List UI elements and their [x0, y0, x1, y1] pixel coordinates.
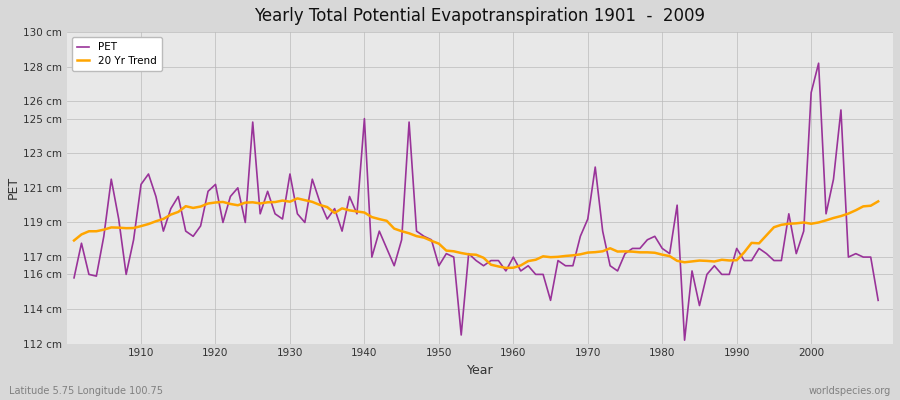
- X-axis label: Year: Year: [466, 364, 493, 377]
- Line: 20 Yr Trend: 20 Yr Trend: [74, 198, 878, 268]
- 20 Yr Trend: [500, 266, 511, 270]
- 20 Yr Trend: [128, 226, 139, 230]
- PET: [500, 268, 511, 273]
- 20 Yr Trend: [344, 208, 355, 213]
- 20 Yr Trend: [292, 196, 302, 201]
- Text: Latitude 5.75 Longitude 100.75: Latitude 5.75 Longitude 100.75: [9, 386, 163, 396]
- 20 Yr Trend: [68, 238, 79, 243]
- PET: [873, 298, 884, 303]
- Y-axis label: PET: PET: [7, 176, 20, 200]
- Text: worldspecies.org: worldspecies.org: [809, 386, 891, 396]
- 20 Yr Trend: [300, 198, 310, 202]
- PET: [814, 61, 824, 66]
- 20 Yr Trend: [873, 199, 884, 204]
- PET: [680, 338, 690, 342]
- PET: [337, 229, 347, 234]
- PET: [598, 229, 608, 234]
- PET: [508, 255, 518, 260]
- Legend: PET, 20 Yr Trend: PET, 20 Yr Trend: [72, 37, 162, 71]
- PET: [68, 276, 79, 280]
- PET: [128, 237, 139, 242]
- 20 Yr Trend: [523, 259, 534, 264]
- 20 Yr Trend: [516, 263, 526, 268]
- Title: Yearly Total Potential Evapotranspiration 1901  -  2009: Yearly Total Potential Evapotranspiratio…: [255, 7, 706, 25]
- PET: [292, 212, 302, 216]
- 20 Yr Trend: [612, 249, 623, 254]
- Line: PET: PET: [74, 63, 878, 340]
